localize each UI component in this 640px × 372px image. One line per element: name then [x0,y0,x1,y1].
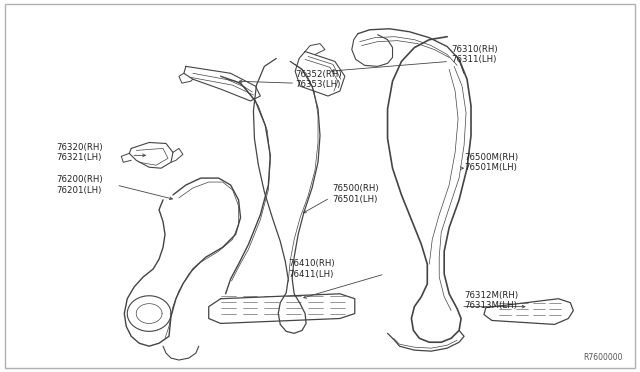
Text: 76320(RH)
76321(LH): 76320(RH) 76321(LH) [57,143,103,162]
Text: 76310(RH)
76311(LH): 76310(RH) 76311(LH) [451,45,498,64]
Text: 76352(RH)
76353(LH): 76352(RH) 76353(LH) [295,70,342,89]
Text: 76410(RH)
76411(LH): 76410(RH) 76411(LH) [288,259,335,279]
Text: 76312M(RH)
76313M(LH): 76312M(RH) 76313M(LH) [464,291,518,310]
Text: R7600000: R7600000 [584,353,623,362]
Text: 76200(RH)
76201(LH): 76200(RH) 76201(LH) [57,175,103,195]
Text: 76500(RH)
76501(LH): 76500(RH) 76501(LH) [332,184,378,203]
Text: 76500M(RH)
76501M(LH): 76500M(RH) 76501M(LH) [464,153,518,172]
Bar [5,4,635,368]
